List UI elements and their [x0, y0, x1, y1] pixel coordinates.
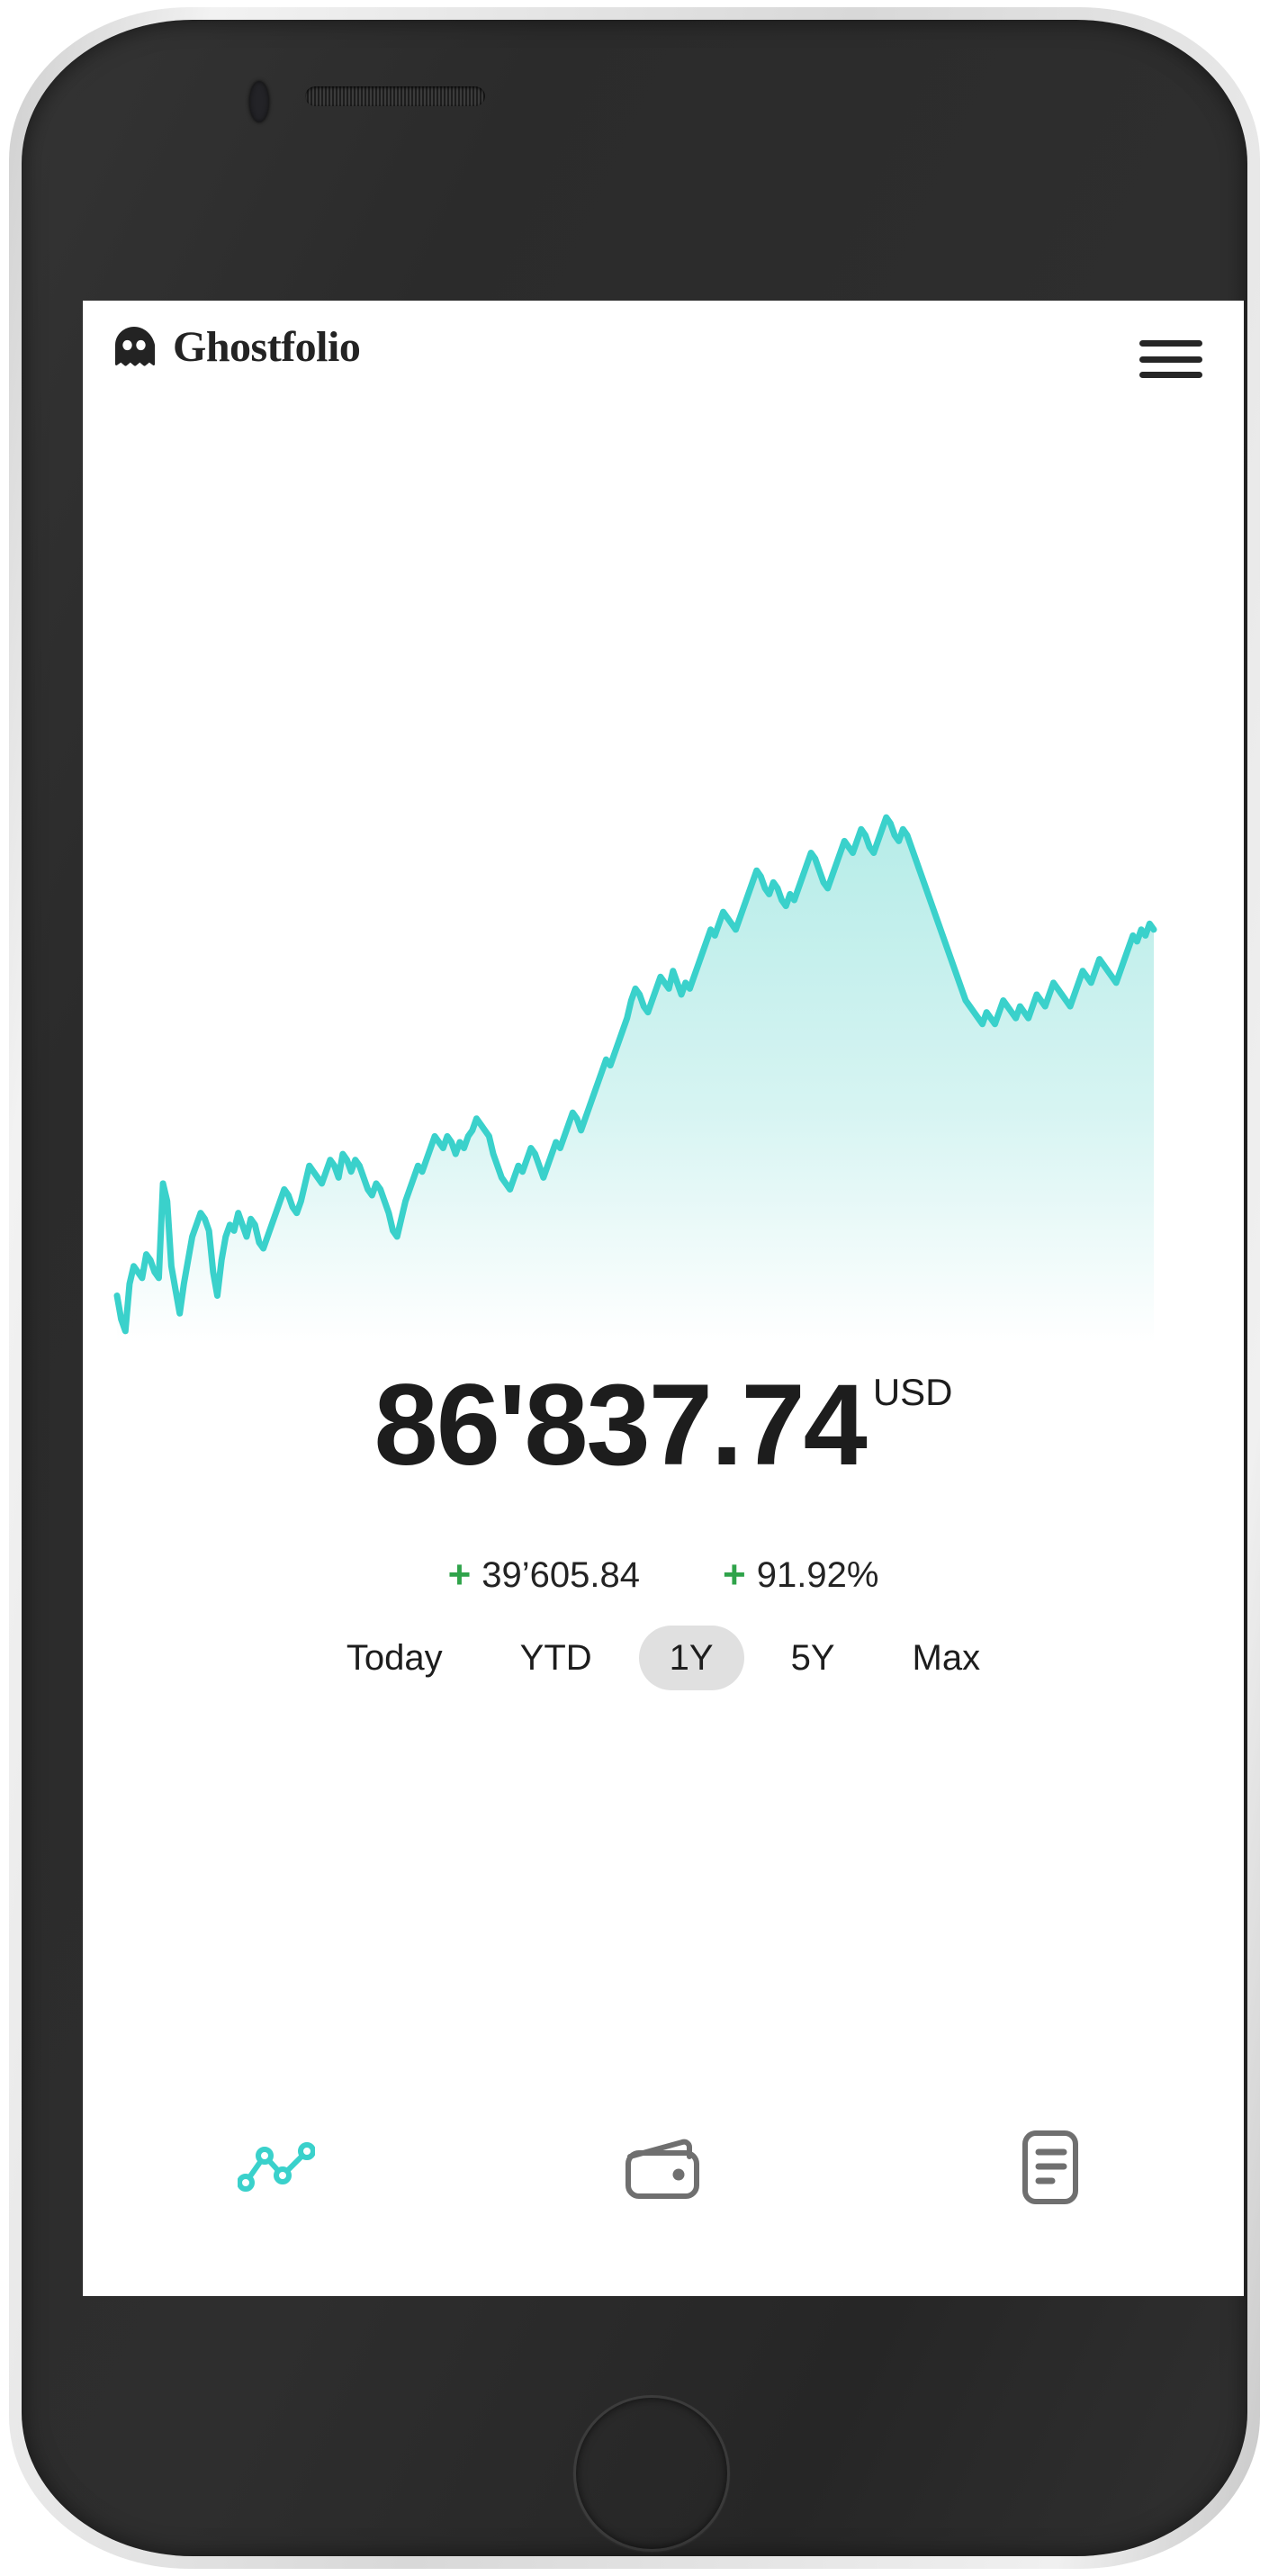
nav-item-overview[interactable] — [83, 2139, 470, 2195]
range-tab-5y[interactable]: 5Y — [790, 1638, 835, 1678]
camera-icon — [249, 81, 269, 122]
percent-change-value: 91.92% — [756, 1555, 879, 1595]
hamburger-menu-icon[interactable] — [1139, 335, 1202, 383]
ghost-icon — [115, 327, 156, 366]
absolute-change: + 39’605.84 — [448, 1555, 640, 1595]
nav-item-accounts[interactable] — [857, 2129, 1244, 2206]
home-button-icon[interactable] — [573, 2395, 730, 2552]
phone-mockup: Ghostfolio — [9, 7, 1260, 2569]
portfolio-value-block: 86'837.74 USD — [83, 1368, 1244, 1483]
chart-line — [113, 814, 1157, 1335]
speaker-icon — [305, 86, 485, 106]
phone-body: Ghostfolio — [22, 20, 1247, 2556]
nav-item-portfolio[interactable] — [470, 2133, 857, 2202]
ghostfolio-app: Ghostfolio — [83, 301, 1244, 2296]
menu-bar-2 — [1139, 356, 1202, 363]
percent-change-sign: + — [723, 1553, 746, 1597]
range-tab-ytd[interactable]: YTD — [519, 1638, 592, 1678]
range-tab-today[interactable]: Today — [346, 1638, 443, 1678]
app-header: Ghostfolio — [83, 301, 1244, 418]
portfolio-value: 86'837.74 — [374, 1361, 868, 1490]
chart-area-fill — [117, 817, 1154, 1343]
absolute-change-value: 39’605.84 — [482, 1555, 641, 1595]
menu-bar-3 — [1139, 372, 1202, 378]
document-icon — [1022, 2130, 1078, 2204]
menu-bar-1 — [1139, 340, 1202, 347]
range-tab-1y[interactable]: 1Y — [638, 1626, 744, 1690]
brand-title: Ghostfolio — [173, 323, 361, 371]
portfolio-currency: USD — [872, 1371, 953, 1413]
absolute-change-sign: + — [447, 1553, 472, 1597]
wallet-icon — [626, 2139, 699, 2199]
portfolio-chart-container[interactable] — [83, 731, 1244, 1343]
brand[interactable]: Ghostfolio — [112, 323, 361, 371]
phone-screen: Ghostfolio — [83, 301, 1244, 2296]
portfolio-performance-chart[interactable] — [83, 731, 1244, 1343]
percent-change: + 91.92% — [723, 1555, 878, 1595]
date-range-tabs: Today YTD 1Y 5Y Max — [83, 1626, 1244, 1690]
portfolio-value-row: 86'837.74 USD — [374, 1368, 953, 1483]
bottom-navigation — [83, 2104, 1244, 2230]
portfolio-change-row: + 39’605.84 + 91.92% — [83, 1555, 1244, 1595]
line-chart-icon — [238, 2142, 315, 2192]
range-tab-max[interactable]: Max — [912, 1638, 981, 1678]
